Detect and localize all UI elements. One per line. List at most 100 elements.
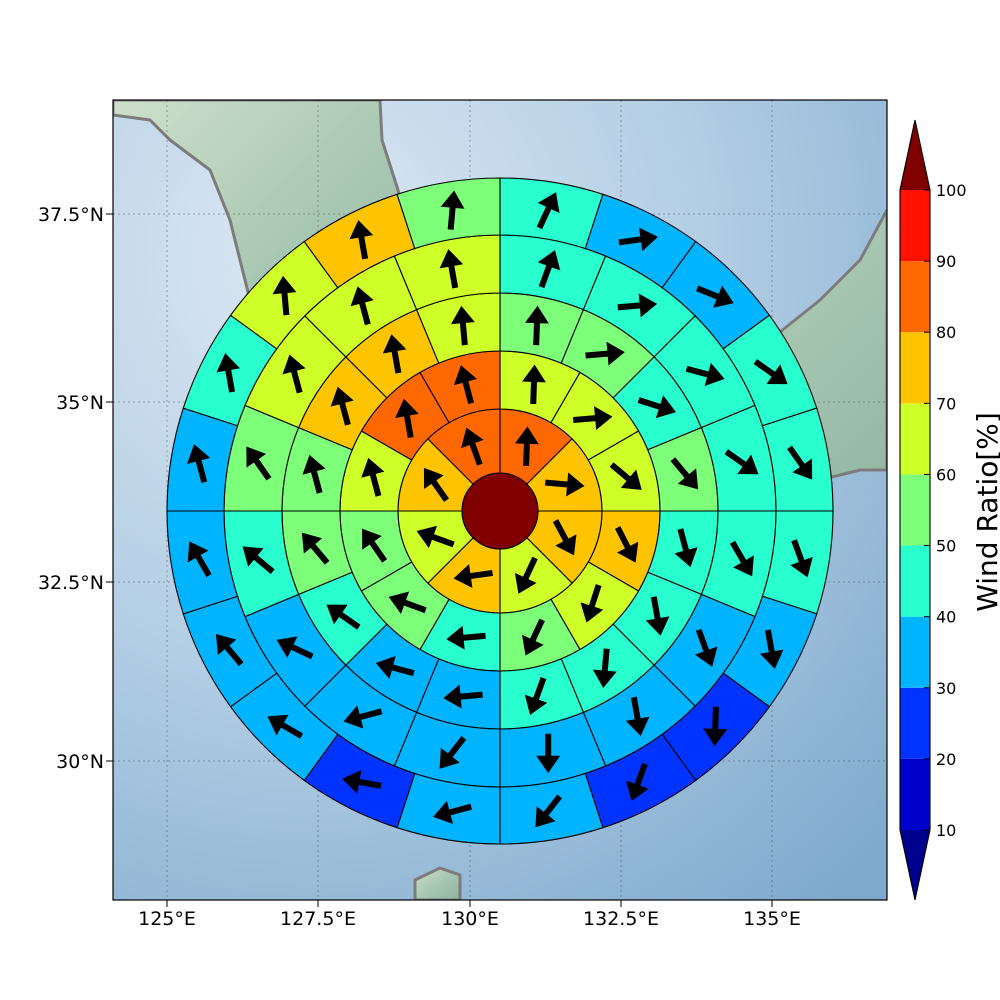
wind-arrow [0,0,11,19]
wind-arrow [0,0,11,19]
wind-arrow [585,341,625,366]
wind-arrow [618,227,658,252]
wind-arrow [187,541,212,578]
wind-arrow [439,249,464,289]
wind-arrow [696,285,734,308]
y-tick-label: 37.5°N [38,204,104,226]
colorbar-segment [900,261,930,333]
wind-arrow [395,398,419,439]
wind-arrow [453,564,493,588]
sector-layer [166,177,834,845]
wind-arrow [552,519,577,556]
wind-arrow [536,192,560,230]
wind-arrow [626,762,649,801]
wind-arrow [674,528,698,568]
wind-arrow [0,0,11,19]
colorbar-tick-label: 20 [936,750,956,769]
southern-island [413,866,462,900]
wind-arrow [0,0,11,19]
colorbar: 10 20 30 40 50 60 70 80 90 100 [899,119,967,901]
wind-arrow [0,0,11,19]
wind-arrow [301,532,330,565]
y-tick-label: 32.5°N [38,572,104,594]
wind-arrow [0,0,11,19]
wind-arrow [330,386,354,426]
wind-arrow [0,0,11,19]
wind-arrow [215,634,244,667]
colorbar-tick-label: 100 [936,181,967,200]
wind-arrow [637,395,677,419]
wind-arrow [446,625,486,650]
colorbar-tick-label: 60 [936,465,956,484]
wind-arrow [375,655,415,680]
wind-arrow [625,696,650,736]
wind-arrow [0,0,11,19]
map-area [0,0,887,900]
wind-arrow [242,546,275,575]
wind-arrow [0,0,11,19]
wind-arrow [246,446,272,481]
wind-arrow [514,426,539,466]
wind-arrow [282,354,306,394]
wind-arrow [617,293,658,318]
colorbar-segment [900,403,930,475]
wind-arrow [572,406,613,431]
wind-arrow [216,353,241,393]
wind-arrow [703,706,728,747]
wind-arrow [326,604,361,630]
wind-arrow [267,714,304,739]
y-tick-label: 30°N [56,751,104,773]
wind-arrow [302,454,326,494]
wind-arrow [439,736,467,769]
colorbar-extend-top [900,120,930,190]
colorbar-extend-bottom [900,830,930,900]
colorbar-segment [900,687,930,759]
wind-arrow [787,445,813,480]
wind-arrow [535,794,563,828]
colorbar-segment [900,474,930,546]
wind-arrow [272,275,297,316]
colorbar-tick-label: 80 [936,323,956,342]
sector-cell [396,177,501,250]
colorbar-segment [900,190,930,262]
colorbar-tick-label: 50 [936,537,956,556]
wind-arrow [522,618,545,656]
x-tick-label: 135°E [743,908,801,930]
colorbar-tick-label: 10 [936,821,956,840]
y-axis: 30°N 32.5°N 35°N 37.5°N [38,204,113,773]
x-tick-label: 130°E [441,908,499,930]
wind-arrow [537,250,561,289]
wind-arrow [536,733,561,774]
colorbar-tick-label: 40 [936,608,956,627]
colorbar-segment [900,332,930,404]
wind-arrow [724,449,759,475]
colorbar-tick-label: 30 [936,679,956,698]
wind-arrow [790,539,813,578]
wind-arrow [0,0,11,19]
colorbar-title: Wind Ratio[%] [971,412,1000,612]
wind-arrow [0,0,11,19]
wind-arrow [416,525,455,549]
wind-arrow [685,362,725,386]
wind-arrow [0,0,11,19]
wind-arrow [461,427,484,466]
wind-arrow [580,584,604,623]
wind-arrow [694,628,718,667]
wind-arrow [0,0,11,19]
map-frame [112,99,888,901]
wind-arrow [443,684,483,709]
wind-arrow [753,359,788,385]
wind-arrow [451,305,475,346]
wind-arrow [592,648,617,688]
wind-arrow [514,556,538,594]
wind-arrow [342,770,382,794]
wind-arrow [343,705,383,729]
wind-arrow [362,528,388,563]
wind-arrow [0,0,11,19]
wind-arrow [544,472,585,497]
y-tick-label: 35°N [56,392,104,414]
wind-arrow [440,190,465,230]
wind-arrow [522,364,546,405]
arrow-layer [0,0,813,828]
